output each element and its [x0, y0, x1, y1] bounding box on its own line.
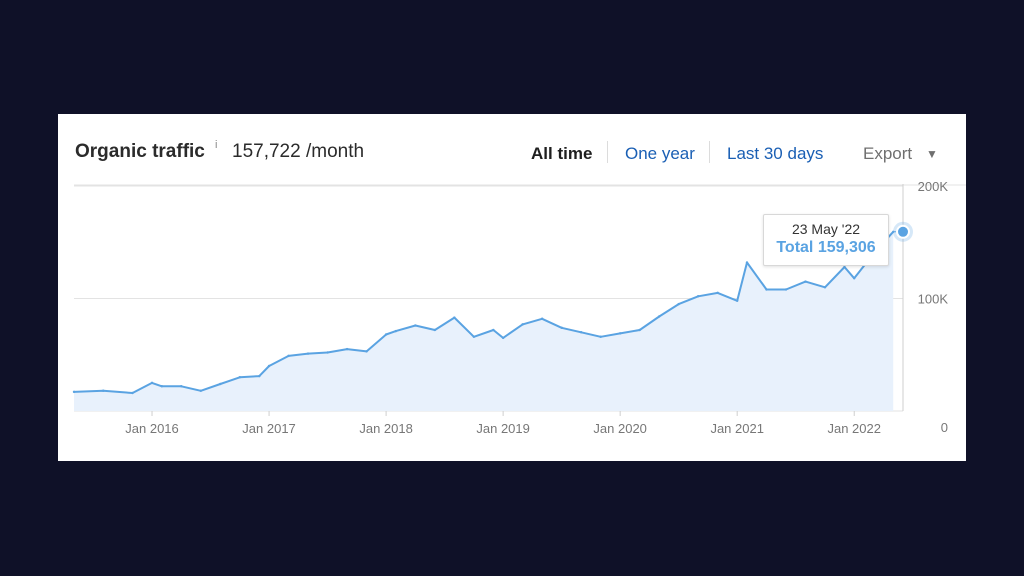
traffic-metric: 157,722 /month [232, 141, 365, 162]
y-tick-label: 200K [918, 179, 949, 194]
data-point [618, 332, 622, 335]
data-point [853, 277, 856, 280]
data-point [745, 261, 749, 264]
data-point [472, 335, 476, 338]
data-point [716, 291, 719, 295]
chart-header: Organic traffic i 157,722 /month All tim… [58, 114, 966, 186]
x-tick-label: Jan 2016 [125, 421, 179, 436]
data-point [384, 333, 388, 336]
traffic-area [74, 231, 894, 411]
tab-all-time[interactable]: All time [531, 144, 593, 163]
data-point [199, 389, 202, 392]
x-tick-label: Jan 2022 [827, 421, 881, 436]
data-point [433, 328, 437, 332]
data-point [102, 389, 105, 392]
data-point [258, 374, 261, 378]
x-tick-label: Jan 2020 [593, 421, 647, 436]
data-point [492, 328, 495, 332]
tab-divider [709, 141, 710, 163]
chevron-down-icon[interactable]: ▼ [926, 147, 938, 161]
data-point [72, 390, 76, 394]
export-button[interactable]: Export [863, 144, 913, 163]
data-point [784, 288, 788, 291]
tooltip-date: 23 May '22 [791, 221, 861, 237]
data-point [287, 354, 290, 358]
x-tick-label: Jan 2017 [242, 421, 296, 436]
data-point [579, 331, 583, 334]
tab-last-30-days[interactable]: Last 30 days [727, 144, 824, 163]
chart-tooltip: 23 May '22 Total 159,306 [763, 214, 889, 266]
data-point [131, 391, 134, 395]
data-point [306, 352, 310, 355]
data-point [736, 299, 739, 302]
data-point [345, 347, 349, 351]
data-point [160, 385, 163, 388]
data-point [365, 350, 368, 353]
x-tick-label: Jan 2021 [710, 421, 764, 436]
data-point [843, 265, 846, 269]
data-point [238, 376, 241, 379]
data-point [677, 302, 680, 306]
data-point [267, 364, 271, 368]
data-point [414, 324, 417, 327]
data-point [599, 335, 602, 338]
data-point [765, 288, 768, 291]
traffic-chart: 200K 100K 0 Jan 2016 Jan 2017 Jan 2018 Jan 20… [72, 179, 966, 436]
data-point [219, 382, 222, 386]
x-tick-label: Jan 2019 [476, 421, 529, 436]
info-icon[interactable]: i [215, 139, 218, 151]
data-point [638, 328, 641, 332]
y-tick-label: 0 [941, 420, 948, 435]
y-tick-label: 100K [918, 292, 949, 307]
data-point [804, 280, 807, 283]
tooltip-total: Total 159,306 [776, 239, 876, 256]
data-point [540, 317, 544, 320]
data-point [453, 316, 456, 319]
chart-title: Organic traffic [75, 141, 205, 162]
data-point [823, 286, 827, 289]
data-point [657, 315, 661, 318]
data-point [696, 295, 700, 298]
tab-one-year[interactable]: One year [625, 144, 695, 163]
data-point [521, 323, 524, 326]
organic-traffic-card: 200K 100K 0 Jan 2016 Jan 2017 Jan 2018 Jan 20… [58, 114, 966, 461]
data-point [560, 326, 563, 329]
data-point [501, 336, 505, 340]
marker-dot [896, 224, 910, 239]
x-tick-label: Jan 2018 [359, 421, 413, 436]
data-point [394, 329, 398, 333]
tab-divider [607, 141, 608, 163]
data-point [180, 385, 183, 388]
data-point [150, 381, 154, 385]
data-point [326, 351, 329, 354]
